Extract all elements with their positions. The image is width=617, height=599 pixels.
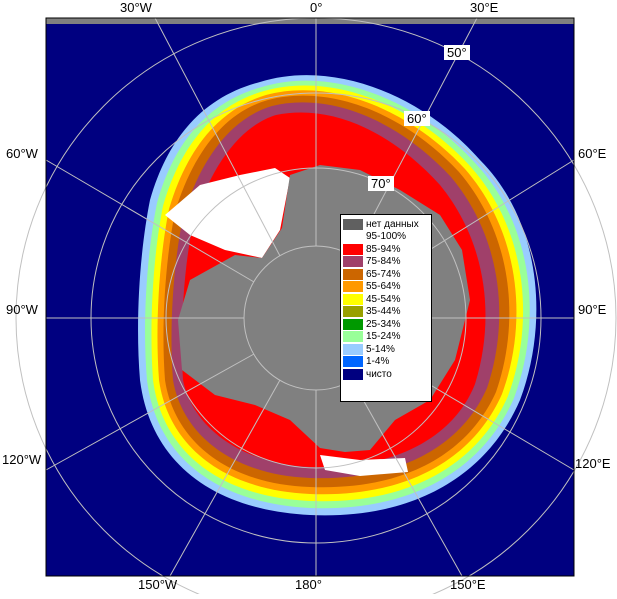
- legend-swatch: [343, 281, 363, 293]
- legend-label: нет данных: [366, 218, 419, 230]
- legend-item: 55-64%: [343, 281, 429, 294]
- legend-swatch: [343, 356, 363, 368]
- lat-label-50: 50°: [444, 45, 470, 60]
- lon-label-120w: 120°W: [2, 452, 42, 467]
- legend-swatch: [343, 231, 363, 243]
- legend-item: 15-24%: [343, 331, 429, 344]
- lon-label-60e: 60°E: [578, 146, 607, 161]
- legend-label: 55-64%: [366, 281, 401, 293]
- legend-swatch: [343, 318, 363, 330]
- legend-label: 1-4%: [366, 356, 390, 368]
- legend-item: 35-44%: [343, 306, 429, 319]
- legend-item: 5-14%: [343, 343, 429, 356]
- legend-swatch: [343, 306, 363, 318]
- ice-95-100-weddell: [165, 168, 290, 258]
- legend-item: 25-34%: [343, 318, 429, 331]
- legend-swatch: [343, 368, 363, 380]
- legend-label: 85-94%: [366, 243, 401, 255]
- legend-item: 45-54%: [343, 293, 429, 306]
- legend-label: 5-14%: [366, 343, 395, 355]
- lon-label-30w: 30°W: [120, 0, 152, 15]
- lon-label-150w: 150°W: [138, 577, 178, 592]
- lon-label-90w: 90°W: [6, 302, 38, 317]
- lon-label-60w: 60°W: [6, 146, 38, 161]
- legend-item: чисто: [343, 368, 429, 381]
- legend-label: 25-34%: [366, 318, 401, 330]
- legend-label: 45-54%: [366, 293, 401, 305]
- lon-label-30e: 30°E: [470, 0, 499, 15]
- legend-item: нет данных: [343, 218, 429, 231]
- legend-item: 65-74%: [343, 268, 429, 281]
- ice-95-100-ross: [320, 455, 408, 476]
- legend-swatch: [343, 218, 363, 230]
- legend-label: 65-74%: [366, 268, 401, 280]
- legend-label: 15-24%: [366, 331, 401, 343]
- lat-label-70: 70°: [368, 176, 394, 191]
- legend-label: чисто: [366, 368, 392, 380]
- lon-label-120e: 120°E: [575, 456, 611, 471]
- legend-item: 85-94%: [343, 243, 429, 256]
- legend-label: 95-100%: [366, 231, 407, 243]
- legend-label: 35-44%: [366, 306, 401, 318]
- legend-swatch: [343, 331, 363, 343]
- legend-item: 95-100%: [343, 231, 429, 244]
- legend-swatch: [343, 256, 363, 268]
- lon-label-0: 0°: [310, 0, 323, 15]
- no-data-strip: [46, 18, 574, 24]
- legend-label: 75-84%: [366, 256, 401, 268]
- legend-swatch: [343, 268, 363, 280]
- legend-swatch: [343, 293, 363, 305]
- lat-label-60: 60°: [404, 111, 430, 126]
- legend-item: 75-84%: [343, 256, 429, 269]
- legend-swatch: [343, 243, 363, 255]
- legend-item: 1-4%: [343, 356, 429, 369]
- lon-label-90e: 90°E: [578, 302, 607, 317]
- lon-label-180: 180°: [295, 577, 322, 592]
- legend: нет данных 95-100% 85-94% 75-84% 65-74% 55-64…: [340, 214, 432, 402]
- lon-label-150e: 150°E: [450, 577, 486, 592]
- map-border: [45, 17, 575, 577]
- legend-swatch: [343, 343, 363, 355]
